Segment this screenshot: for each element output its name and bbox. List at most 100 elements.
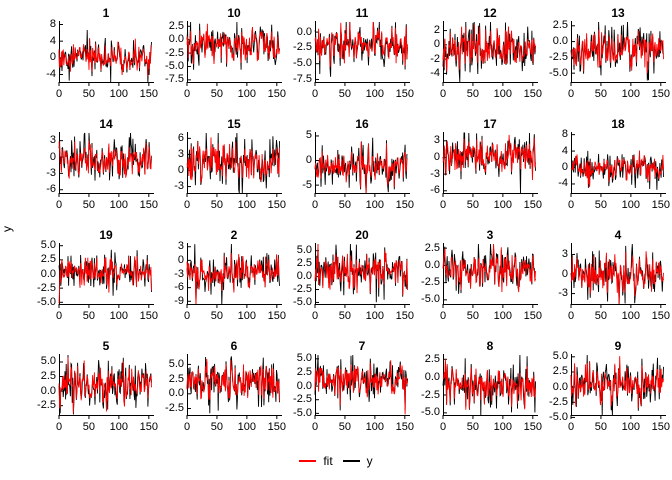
- series-fit-line: [570, 150, 664, 188]
- y-line-swatch: [342, 460, 360, 462]
- y-axis-ticks: 5.0 2.5 0.0 -2.5: [28, 354, 58, 421]
- y-tick-label: 0.0: [552, 35, 568, 48]
- y-tick-label: 8: [561, 128, 568, 141]
- legend-entry-y: y: [342, 454, 373, 468]
- panel-4: 4 3 0 -3 0 50 100 150: [540, 227, 670, 323]
- y-tick-label: -2.5: [165, 402, 184, 415]
- series-fit-line: [58, 38, 152, 77]
- plot-area: [186, 354, 282, 419]
- y-tick-label: 2.5: [424, 241, 440, 254]
- plot-area: [570, 132, 666, 197]
- panel-1: 1 8 4 0 -4 0 50 100 150: [28, 5, 158, 101]
- panel-18: 18 8 4 0 -4 0 50 100 150: [540, 116, 670, 212]
- y-axis-ticks: 2.5 0.0 -2.5 -5.0: [540, 20, 570, 88]
- panel-title: 8: [486, 339, 494, 353]
- x-tick-label: 0: [183, 310, 191, 322]
- x-tick-label: 100: [493, 421, 513, 433]
- panel-title: 4: [614, 228, 622, 242]
- panel-title: 11: [355, 6, 369, 20]
- panel-7: 7 5.0 2.5 0.0 -2.5 -5.0 0 50 100 150: [284, 338, 414, 434]
- y-tick-label: 0.0: [552, 380, 568, 393]
- x-tick-label: 50: [466, 199, 480, 211]
- panel-title: 5: [102, 339, 110, 353]
- x-tick-label: 100: [237, 310, 257, 322]
- panel-title: 6: [230, 339, 238, 353]
- y-tick-label: 0: [49, 51, 56, 64]
- y-tick-label: -2.5: [293, 41, 312, 54]
- y-tick-label: 2.5: [296, 257, 312, 270]
- series-fit-line: [314, 360, 408, 415]
- y-tick-label: 2.5: [424, 352, 440, 365]
- x-tick-label: 100: [621, 421, 641, 433]
- x-tick-label: 0: [311, 88, 319, 100]
- panel-title: 14: [99, 117, 113, 131]
- x-tick-label: 50: [338, 310, 352, 322]
- x-tick-label: 0: [55, 199, 63, 211]
- x-tick-label: 50: [210, 421, 224, 433]
- y-axis-ticks: 2.5 0.0 -2.5 -5.0: [412, 241, 442, 310]
- y-tick-label: 3: [177, 240, 184, 253]
- x-tick-label: 150: [395, 199, 414, 211]
- x-tick-label: 150: [267, 88, 286, 100]
- series-fit-line: [186, 358, 280, 402]
- x-tick-label: 0: [55, 310, 63, 322]
- panel-10: 10 2.5 0.0 -2.5 -5.0 -7.5 0 50 100 150: [156, 5, 286, 101]
- y-tick-label: 0: [561, 267, 568, 280]
- y-axis-ticks: 3 0 -3 -6 -9: [156, 240, 186, 310]
- x-tick-label: 0: [439, 421, 447, 433]
- y-tick-label: -3: [174, 180, 184, 193]
- x-axis-ticks: 0 50 100 150: [55, 310, 158, 323]
- series-fit-line: [186, 23, 280, 65]
- x-axis-ticks: 0 50 100 150: [440, 199, 542, 212]
- y-tick-label: -5.0: [165, 59, 184, 72]
- y-tick-label: 5.0: [296, 352, 312, 365]
- y-tick-label: -5.0: [549, 66, 568, 79]
- x-tick-label: 0: [439, 88, 447, 100]
- y-tick-label: 0.0: [296, 379, 312, 392]
- y-tick-label: 2: [433, 24, 440, 37]
- legend: fit y: [0, 451, 672, 471]
- plot-area: [442, 243, 538, 308]
- panel-title: 7: [358, 339, 366, 353]
- panel-8: 8 2.5 0.0 -2.5 -5.0 0 50 100 150: [412, 338, 542, 434]
- y-tick-label: -5.0: [293, 406, 312, 419]
- y-axis-ticks: 2.5 0.0 -2.5 -5.0 -7.5: [156, 20, 186, 88]
- x-axis-ticks: 0 50 100 150: [568, 88, 670, 101]
- y-tick-label: 5.0: [168, 357, 184, 370]
- x-tick-label: 150: [139, 421, 158, 433]
- y-tick-label: 0.0: [296, 25, 312, 38]
- y-tick-label: -3: [558, 287, 568, 300]
- series-fit-line: [442, 243, 536, 293]
- x-tick-label: 50: [210, 88, 224, 100]
- x-tick-label: 100: [109, 310, 129, 322]
- panel-13: 13 2.5 0.0 -2.5 -5.0 0 50 100 150: [540, 5, 670, 101]
- x-tick-label: 50: [210, 199, 224, 211]
- panel-title: 20: [355, 228, 369, 242]
- x-tick-label: 150: [651, 199, 670, 211]
- y-tick-label: 6: [177, 131, 184, 144]
- y-tick-label: 0.0: [40, 267, 56, 280]
- y-axis-ticks: 5.0 2.5 0.0 -2.5 -5.0: [28, 240, 58, 310]
- x-axis-ticks: 0 50 100 150: [439, 421, 542, 434]
- x-tick-label: 150: [267, 421, 286, 433]
- x-axis-ticks: 0 50 100 150: [439, 88, 542, 101]
- x-tick-label: 50: [338, 88, 352, 100]
- y-tick-label: -5.0: [421, 406, 440, 419]
- panel-17: 17 3 0 -3 -6 0 50 100 150: [412, 116, 542, 212]
- x-tick-label: 0: [311, 310, 319, 322]
- plot-area: [314, 354, 410, 419]
- y-tick-label: -5.0: [421, 293, 440, 306]
- y-tick-label: 0: [433, 150, 440, 163]
- x-tick-label: 50: [338, 199, 352, 211]
- y-tick-label: 0: [305, 154, 312, 167]
- plot-area: [58, 354, 154, 419]
- x-tick-label: 100: [109, 421, 129, 433]
- panel-title: 10: [227, 6, 241, 20]
- x-tick-label: 100: [365, 310, 385, 322]
- panel-title: 13: [611, 6, 625, 20]
- panel-title: 18: [611, 117, 625, 131]
- series-fit-line: [442, 359, 536, 410]
- x-tick-label: 150: [267, 310, 286, 322]
- plot-area: [442, 132, 538, 197]
